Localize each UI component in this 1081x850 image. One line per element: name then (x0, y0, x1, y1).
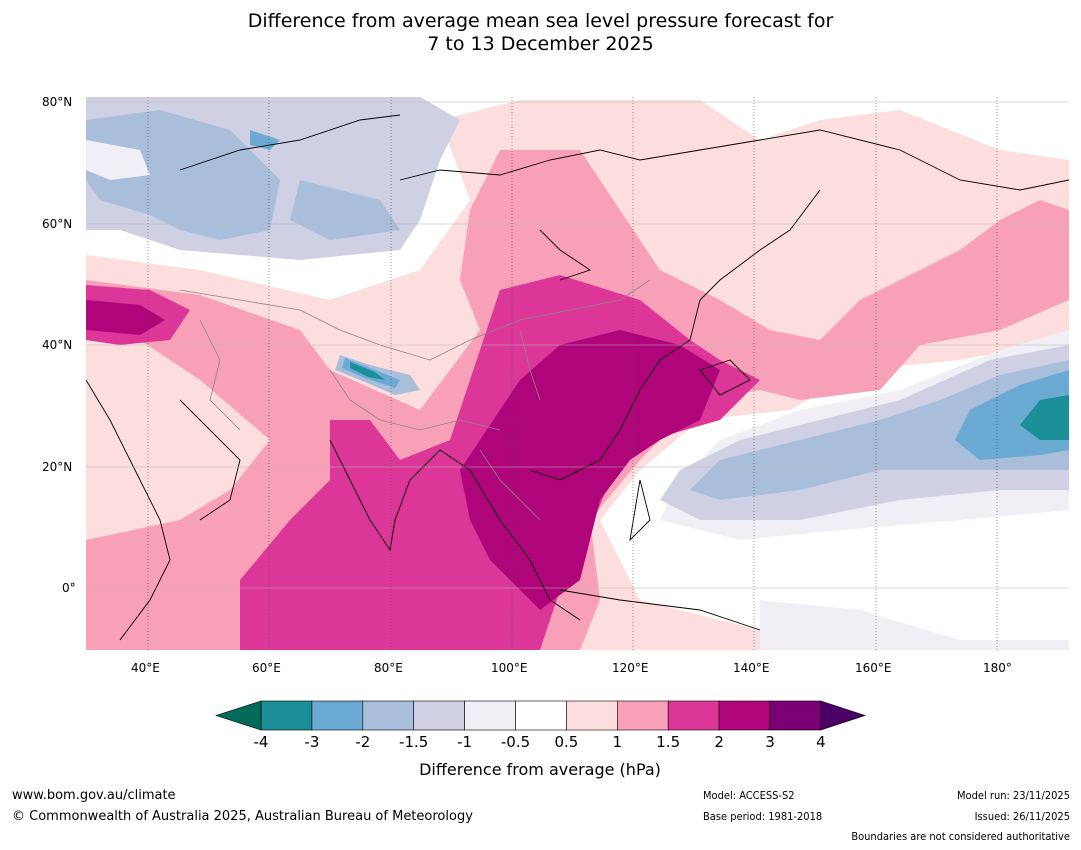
colorbar-tick-label: -2 (355, 733, 371, 751)
footer-issued: Issued: 26/11/2025 (974, 810, 1070, 823)
colorbar-swatch (769, 700, 822, 731)
colorbar-tick-label: 3 (765, 733, 775, 751)
footer-website[interactable]: www.bom.gov.au/climate (12, 788, 176, 803)
colorbar-tick-label: 1.5 (656, 733, 681, 751)
lon-label-120E: 120°E (612, 661, 649, 675)
colorbar-swatch (464, 700, 516, 731)
colorbar-label: Difference from average (hPa) (419, 760, 661, 779)
colorbar (215, 700, 866, 731)
colorbar-tick-label: -3 (304, 733, 320, 751)
coastlines (86, 114, 1069, 641)
lat-label-0: 0° (62, 581, 76, 595)
colorbar-swatch (667, 700, 720, 731)
longitude-gridlines (147, 97, 998, 650)
latitude-gridlines (86, 101, 1069, 589)
colorbar-tick-label: -4 (253, 733, 269, 751)
footer-disclaimer: Boundaries are not considered authoritat… (851, 830, 1070, 843)
colorbar-swatch (260, 700, 313, 731)
colorbar-over-arrow (820, 700, 866, 731)
lat-label-60N: 60°N (42, 217, 73, 231)
colorbar-swatch (718, 700, 771, 731)
colorbar-swatch (311, 700, 364, 731)
lon-label-40E: 40°E (131, 661, 160, 675)
colorbar-swatch (566, 700, 618, 731)
colorbar-under-arrow (215, 700, 262, 731)
colorbar-swatch (362, 700, 414, 731)
colorbar-swatch (413, 700, 465, 731)
colorbar-tick-label: 4 (816, 733, 826, 751)
colorbar-tick-label: -1.5 (399, 733, 429, 751)
colorbar-tick-label: 2 (714, 733, 724, 751)
footer-base-period: Base period: 1981-2018 (703, 810, 823, 823)
lat-label-80N: 80°N (42, 95, 73, 109)
lat-label-20N: 20°N (42, 460, 73, 474)
colorbar-swatch (515, 700, 567, 731)
lon-label-180: 180° (983, 661, 1012, 675)
chart-title-line1: Difference from average mean sea level p… (247, 10, 834, 32)
lon-label-60E: 60°E (252, 661, 281, 675)
chart-title-line2: 7 to 13 December 2025 (427, 33, 654, 55)
anomaly-region-2-3 (460, 330, 720, 610)
country-borders (179, 279, 651, 521)
footer-copyright: © Commonwealth of Australia 2025, Austra… (12, 809, 473, 824)
colorbar-tick-label: 1 (612, 733, 623, 751)
lon-label-140E: 140°E (733, 661, 770, 675)
footer-model-run: Model run: 23/11/2025 (957, 789, 1070, 802)
colorbar-tick-label: -0.5 (500, 733, 531, 751)
colorbar-swatch (616, 700, 669, 731)
colorbar-tick-label: -1 (457, 733, 473, 751)
lon-label-160E: 160°E (855, 661, 892, 675)
footer-model: Model: ACCESS-S2 (703, 789, 795, 802)
anomaly-field (86, 97, 1069, 650)
lon-label-80E: 80°E (374, 661, 403, 675)
colorbar-tick-label: 0.5 (554, 733, 579, 751)
lat-label-40N: 40°N (42, 338, 73, 352)
lon-label-100E: 100°E (491, 661, 528, 675)
